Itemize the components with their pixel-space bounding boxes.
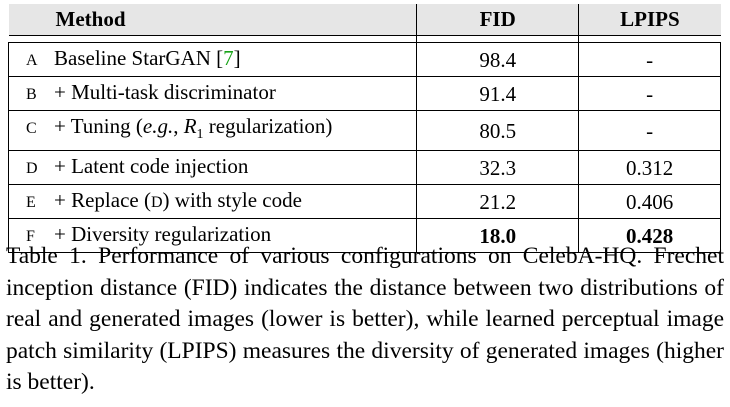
table-caption: Table 1. Performance of various configur…: [6, 243, 724, 395]
lpips-cell: 0.428: [578, 218, 721, 254]
table-row: D + Latent code injection 32.3 0.312: [7, 150, 721, 186]
method-text: Baseline StarGAN [7]: [54, 46, 241, 70]
method-text: + Multi-task discriminator: [54, 80, 276, 104]
row-id: C: [26, 120, 38, 137]
citation-link[interactable]: 7: [223, 46, 234, 70]
row-id: F: [26, 228, 36, 246]
method-text: + Latent code injection: [54, 154, 249, 179]
results-table: Method FID LPIPS A Baseline StarGAN [7] 9…: [7, 4, 721, 254]
table-row: E + Replace (D) with style code 21.2 0.40…: [7, 184, 721, 220]
method-text: + Diversity regularization: [54, 222, 272, 247]
header-lpips: LPIPS: [578, 4, 721, 36]
lpips-cell: 0.312: [578, 150, 721, 186]
method-cell: C + Tuning (e.g., R1 regularization): [7, 109, 418, 152]
lpips-cell: -: [578, 42, 721, 77]
row-id: D: [26, 160, 39, 178]
method-cell: F + Diversity regularization: [7, 218, 418, 254]
header-fid: FID: [416, 4, 580, 36]
header-method: Method: [8, 4, 418, 36]
method-cell: D + Latent code injection: [7, 150, 418, 186]
row-id: B: [26, 86, 38, 103]
method-text: + Replace (D) with style code: [54, 188, 302, 213]
fid-cell: 91.4: [416, 76, 580, 111]
row-id: A: [26, 52, 39, 69]
table-row: A Baseline StarGAN [7] 98.4 -: [7, 42, 721, 77]
method-text: + Tuning (e.g., R1 regularization): [54, 114, 333, 143]
table-row: C + Tuning (e.g., R1 regularization) 80.5…: [7, 109, 721, 152]
method-cell: A Baseline StarGAN [7]: [7, 42, 418, 77]
lpips-cell: 0.406: [578, 184, 721, 220]
lpips-cell: -: [578, 76, 721, 111]
table-row: F + Diversity regularization 18.0 0.428: [7, 218, 721, 254]
row-id: E: [26, 194, 37, 212]
table-row: B + Multi-task discriminator 91.4 -: [7, 76, 721, 111]
method-cell: B + Multi-task discriminator: [7, 76, 418, 111]
fid-cell: 32.3: [416, 150, 580, 186]
fid-cell: 80.5: [416, 109, 580, 152]
fid-cell: 21.2: [416, 184, 580, 220]
method-cell: E + Replace (D) with style code: [7, 184, 418, 220]
table-header-row: Method FID LPIPS: [8, 4, 721, 36]
fid-cell: 18.0: [416, 218, 580, 254]
lpips-cell: -: [578, 109, 721, 152]
fid-cell: 98.4: [416, 42, 580, 77]
